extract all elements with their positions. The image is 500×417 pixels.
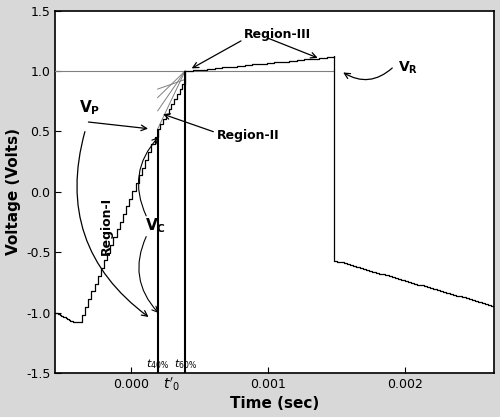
X-axis label: Time (sec): Time (sec) (230, 397, 320, 412)
Text: Region-III: Region-III (244, 28, 310, 41)
Text: $t'_0$: $t'_0$ (163, 375, 180, 393)
Y-axis label: Voltage (Volts): Voltage (Volts) (6, 128, 20, 255)
Text: $t_{40\%}$: $t_{40\%}$ (146, 357, 169, 371)
Text: $\mathbf{V_P}$: $\mathbf{V_P}$ (79, 98, 100, 117)
Text: Region-II: Region-II (218, 128, 280, 141)
Text: Region-I: Region-I (100, 196, 112, 255)
Text: $\mathbf{V_C}$: $\mathbf{V_C}$ (144, 216, 166, 235)
Text: $\mathbf{V_R}$: $\mathbf{V_R}$ (398, 59, 418, 75)
Text: $t_{60\%}$: $t_{60\%}$ (174, 357, 197, 371)
